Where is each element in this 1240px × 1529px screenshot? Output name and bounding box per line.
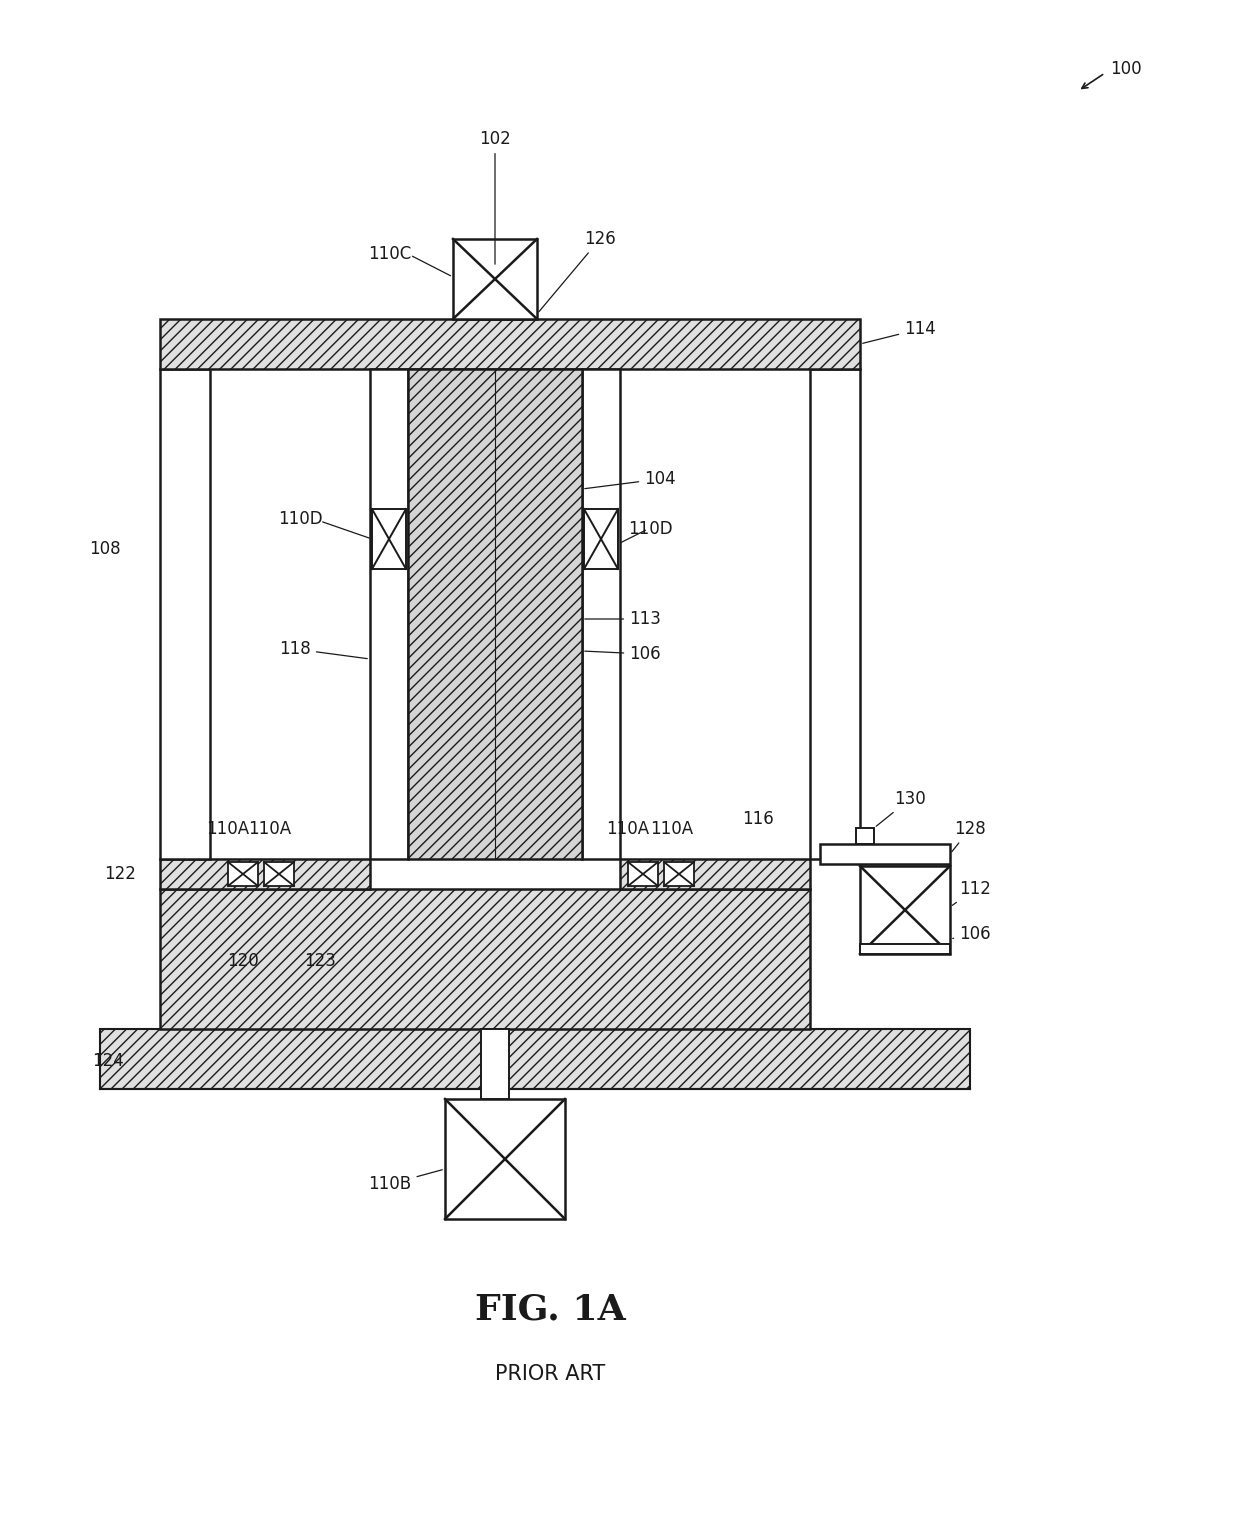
Bar (100, 1029, 970, 1089)
Bar (861, 865, 950, 954)
Text: 110A: 110A (206, 820, 249, 838)
Bar (856, 829, 874, 844)
Bar (160, 368, 210, 859)
Text: 102: 102 (479, 130, 511, 265)
Bar (620, 859, 810, 888)
Bar (372, 509, 405, 569)
Text: 110D: 110D (278, 511, 322, 528)
Bar (370, 368, 408, 859)
Bar (820, 844, 950, 864)
Text: 110A: 110A (651, 820, 693, 838)
Text: 110B: 110B (368, 1170, 443, 1193)
Text: 110C: 110C (368, 245, 412, 263)
Text: 108: 108 (89, 540, 120, 558)
Text: 123: 123 (304, 953, 336, 969)
Bar (810, 368, 861, 859)
Bar (584, 509, 618, 569)
Text: 128: 128 (952, 820, 986, 852)
Bar (482, 268, 508, 289)
Bar (582, 368, 620, 859)
Text: 112: 112 (952, 881, 991, 905)
Bar (470, 289, 520, 320)
Bar (663, 862, 694, 885)
Text: 110A: 110A (248, 820, 291, 838)
Bar (445, 1099, 565, 1219)
Text: 106: 106 (952, 925, 991, 943)
Text: 114: 114 (863, 320, 936, 344)
Text: FIG. 1A: FIG. 1A (475, 1292, 625, 1326)
Bar (861, 943, 950, 954)
Text: 124: 124 (92, 1052, 124, 1070)
Bar (264, 862, 294, 885)
Text: 130: 130 (877, 790, 926, 826)
Bar (453, 239, 537, 320)
Text: 122: 122 (104, 865, 136, 884)
Bar (160, 888, 810, 1029)
Text: 113: 113 (585, 610, 661, 628)
Bar (228, 862, 258, 885)
Text: 110D: 110D (627, 520, 672, 538)
Text: 104: 104 (585, 469, 676, 489)
Bar (408, 368, 582, 859)
Text: 100: 100 (1110, 60, 1142, 78)
Bar (160, 859, 370, 888)
Text: 118: 118 (279, 641, 367, 659)
Text: 106: 106 (585, 645, 661, 664)
Text: PRIOR ART: PRIOR ART (495, 1364, 605, 1384)
Bar (627, 862, 658, 885)
Text: 116: 116 (742, 810, 774, 829)
Text: 110A: 110A (606, 820, 650, 838)
Text: 120: 120 (227, 953, 259, 969)
Text: 126: 126 (539, 229, 616, 312)
Bar (481, 1029, 508, 1099)
Bar (160, 320, 861, 368)
